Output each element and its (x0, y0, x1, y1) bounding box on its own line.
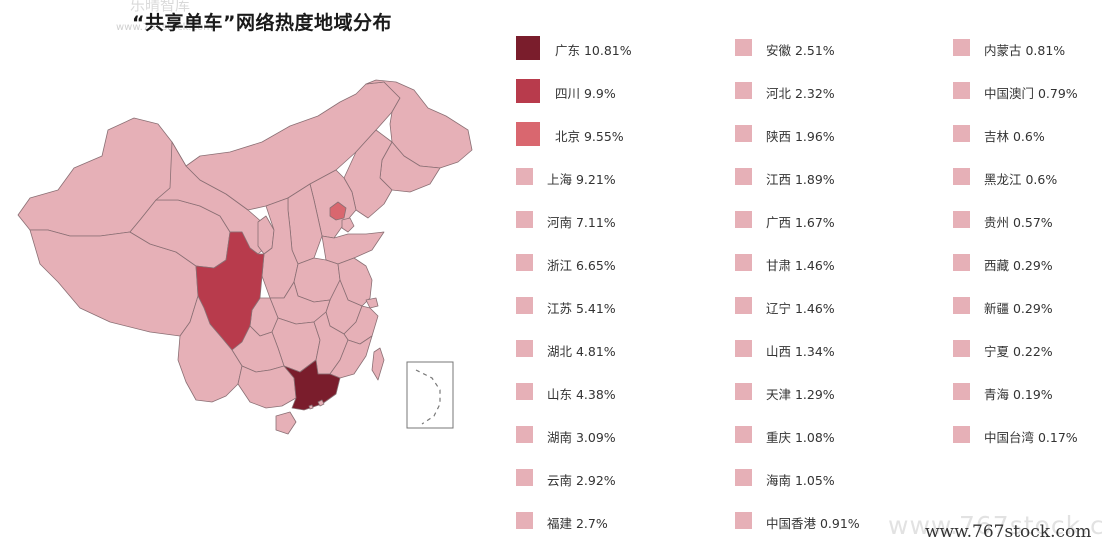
legend-swatch (953, 340, 970, 357)
watermark-top-url: www.767stock.com (116, 22, 213, 33)
legend-label: 黑龙江 0.6% (984, 172, 1058, 187)
legend-swatch (953, 168, 970, 185)
legend-swatch (735, 39, 752, 56)
legend-swatch (735, 383, 752, 400)
legend-label: 山东 4.38% (547, 387, 616, 402)
legend-label: 新疆 0.29% (984, 301, 1053, 316)
legend-swatch (516, 426, 533, 443)
legend-label: 辽宁 1.46% (766, 301, 835, 316)
legend-label: 吉林 0.6% (984, 129, 1045, 144)
legend-label: 江西 1.89% (766, 172, 835, 187)
watermark-top: 乐晴智库 (130, 0, 191, 14)
legend-swatch (953, 383, 970, 400)
legend-swatch (735, 82, 752, 99)
legend-label: 中国台湾 0.17% (984, 430, 1078, 445)
legend-swatch (516, 340, 533, 357)
legend-label: 福建 2.7% (547, 516, 608, 531)
legend-swatch (735, 168, 752, 185)
legend-swatch (516, 254, 533, 271)
legend-swatch (516, 297, 533, 314)
legend-label: 上海 9.21% (547, 172, 616, 187)
province-macau (308, 404, 314, 410)
legend-swatch (735, 469, 752, 486)
legend-label: 中国澳门 0.79% (984, 86, 1078, 101)
province-heilongjiang (365, 79, 473, 169)
legend-swatch (953, 211, 970, 228)
legend-label: 青海 0.19% (984, 387, 1053, 402)
province-fujian (329, 335, 373, 379)
legend-swatch (516, 79, 540, 103)
legend-swatch (516, 122, 540, 146)
province-guangdong (283, 359, 341, 411)
province-guangxi (237, 365, 297, 409)
watermark-bottom: www.767stock.com (925, 522, 1092, 542)
legend-swatch (516, 469, 533, 486)
legend-label: 浙江 6.65% (547, 258, 616, 273)
legend-label: 西藏 0.29% (984, 258, 1053, 273)
legend-swatch (735, 512, 752, 529)
legend-label: 宁夏 0.22% (984, 344, 1053, 359)
legend-swatch (735, 211, 752, 228)
province-beijing (329, 201, 347, 221)
legend-label: 海南 1.05% (766, 473, 835, 488)
legend-swatch (516, 383, 533, 400)
legend-swatch (953, 125, 970, 142)
legend-label: 中国香港 0.91% (766, 516, 860, 531)
legend-swatch (953, 82, 970, 99)
legend-label: 湖南 3.09% (547, 430, 616, 445)
legend-swatch (516, 36, 540, 60)
legend-label: 甘肃 1.46% (766, 258, 835, 273)
legend-label: 四川 9.9% (555, 86, 616, 101)
legend-swatch (735, 297, 752, 314)
legend-swatch (516, 512, 533, 529)
legend-label: 湖北 4.81% (547, 344, 616, 359)
legend-label: 重庆 1.08% (766, 430, 835, 445)
legend-swatch (953, 426, 970, 443)
chart-title: “共享单车”网络热度地域分布 (132, 12, 392, 34)
legend-swatch (953, 297, 970, 314)
legend-swatch (516, 168, 533, 185)
legend-label: 北京 9.55% (555, 129, 624, 144)
province-shanghai (365, 297, 379, 309)
province-tianjin (341, 217, 355, 233)
china-map (17, 79, 473, 435)
legend-swatch (516, 211, 533, 228)
legend-label: 广东 10.81% (555, 43, 632, 58)
legend-swatch (953, 254, 970, 271)
legend-label: 贵州 0.57% (984, 215, 1053, 230)
legend-swatch (735, 254, 752, 271)
province-hainan (275, 411, 297, 435)
legend-swatch (735, 426, 752, 443)
south-china-sea-inset (406, 361, 454, 429)
legend-label: 安徽 2.51% (766, 43, 835, 58)
legend-label: 广西 1.67% (766, 215, 835, 230)
legend-label: 山西 1.34% (766, 344, 835, 359)
legend-label: 云南 2.92% (547, 473, 616, 488)
watermark-bottom-faint: www.767stock.com (888, 511, 1102, 540)
legend-label: 天津 1.29% (766, 387, 835, 402)
province-taiwan (371, 347, 385, 381)
legend-label: 内蒙古 0.81% (984, 43, 1066, 58)
legend-label: 河北 2.32% (766, 86, 835, 101)
legend-label: 陕西 1.96% (766, 129, 835, 144)
province-hongkong (317, 399, 325, 407)
legend-swatch (735, 340, 752, 357)
legend-label: 河南 7.11% (547, 215, 616, 230)
legend-swatch (735, 125, 752, 142)
legend-label: 江苏 5.41% (547, 301, 616, 316)
legend-swatch (953, 39, 970, 56)
